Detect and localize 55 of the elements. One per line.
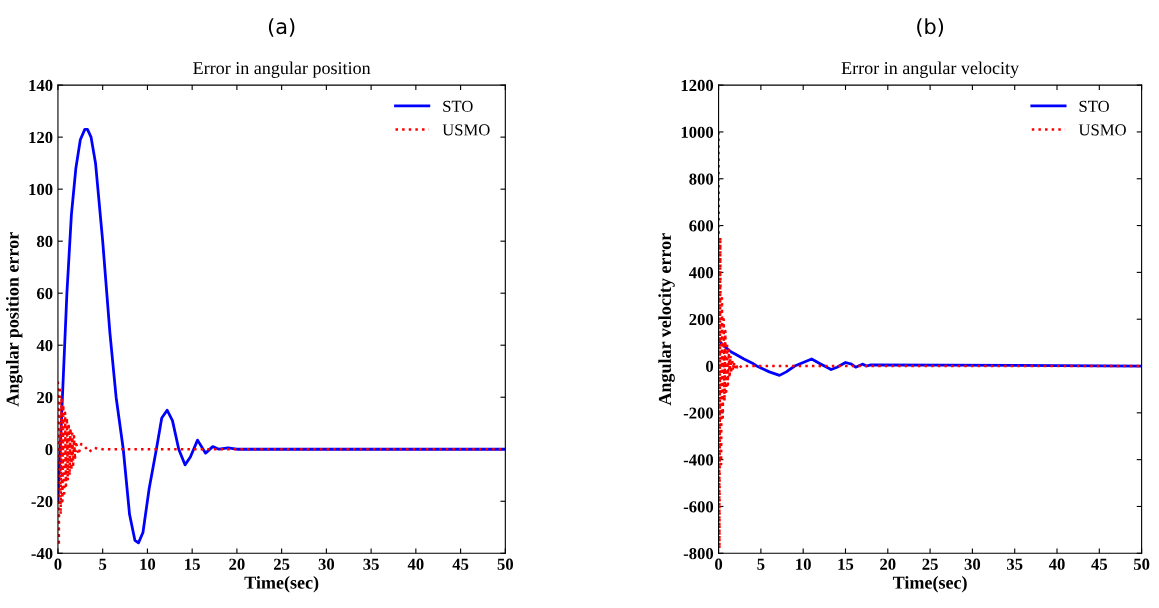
y-tick-label: 800 — [689, 173, 714, 185]
legend-label: USMO — [1078, 124, 1126, 136]
y-tick-label: 20 — [37, 391, 53, 404]
y-tick-label: 0 — [706, 360, 714, 372]
legend-label: STO — [1079, 100, 1109, 112]
x-tick-label: 50 — [497, 558, 514, 570]
x-tick-label: 20 — [880, 558, 896, 570]
x-tick-label: 35 — [363, 558, 379, 570]
x-tick-label: 5 — [99, 558, 107, 570]
x-tick-label: 30 — [318, 558, 335, 570]
x-tick-label: 10 — [140, 558, 156, 570]
x-tick-label: 10 — [796, 558, 811, 570]
legend-label: STO — [443, 100, 473, 112]
y-tick-label: 600 — [689, 220, 714, 232]
x-tick-label: 45 — [452, 558, 469, 570]
y-tick-label: 200 — [689, 313, 714, 326]
x-tick-label: 15 — [838, 558, 854, 570]
y-axis-title: Angular position error — [6, 232, 23, 407]
x-tick-label: 30 — [964, 558, 981, 570]
y-axis-title: Angular velocity error — [658, 233, 675, 406]
y-tick-label: -200 — [683, 407, 714, 419]
y-tick-label: 1000 — [681, 126, 714, 138]
y-tick-label: 120 — [29, 131, 53, 144]
x-tick-label: 15 — [185, 558, 200, 570]
chart-title: Error in angular position — [193, 61, 371, 78]
y-tick-label: -600 — [683, 501, 714, 513]
x-tick-label: 40 — [1048, 558, 1065, 570]
y-tick-label: 400 — [688, 267, 714, 279]
y-tick-label: 0 — [45, 443, 53, 456]
y-tick-label: -20 — [31, 495, 53, 508]
y-tick-label: 80 — [36, 235, 53, 248]
y-tick-label: -800 — [683, 547, 714, 560]
x-tick-label: 20 — [229, 558, 245, 570]
y-tick-label: 100 — [29, 183, 53, 196]
x-tick-label: 0 — [54, 558, 62, 570]
x-tick-label: 5 — [757, 558, 765, 570]
y-tick-label: 60 — [36, 287, 53, 300]
x-tick-label: 0 — [715, 558, 723, 570]
x-axis-title: Time(sec) — [244, 576, 319, 593]
y-tick-label: 1200 — [681, 79, 714, 92]
legend-label: USMO — [442, 124, 490, 136]
x-tick-label: 50 — [1133, 558, 1150, 570]
x-tick-label: 45 — [1091, 558, 1108, 570]
text: (a) — [268, 18, 295, 37]
x-tick-label: 35 — [1007, 558, 1023, 570]
y-tick-label: 140 — [29, 79, 53, 92]
x-tick-label: 40 — [407, 558, 424, 570]
y-tick-label: -40 — [31, 547, 53, 560]
y-tick-label: 40 — [36, 339, 53, 352]
x-tick-label: 25 — [922, 558, 938, 570]
text: (b) — [917, 18, 944, 37]
x-axis-title: Time(sec) — [892, 576, 967, 593]
x-tick-label: 25 — [274, 558, 290, 570]
y-tick-label: -400 — [683, 454, 714, 466]
chart-title: Error in angular velocity — [841, 61, 1020, 78]
